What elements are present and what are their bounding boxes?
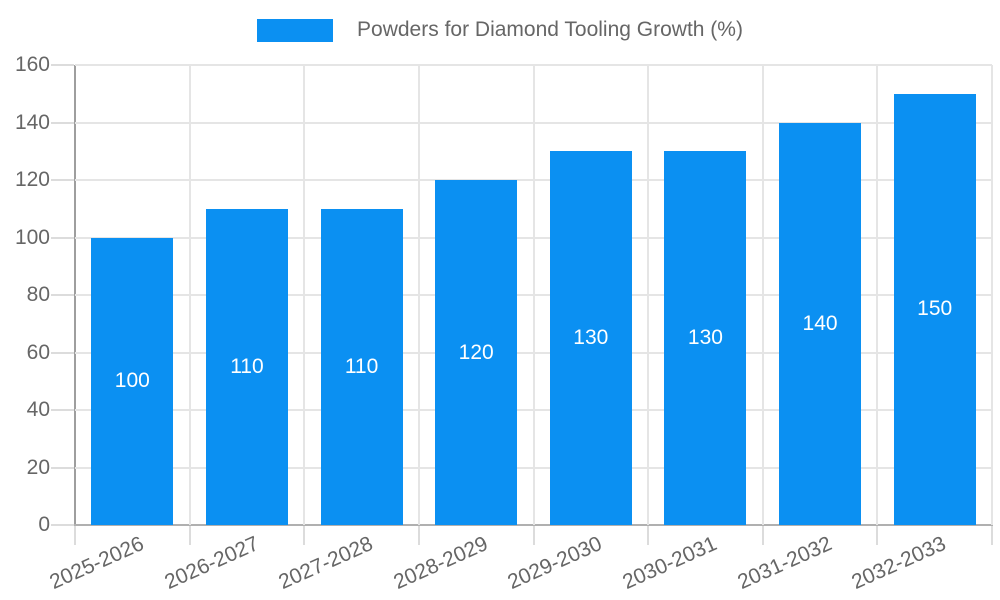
v-gridline xyxy=(761,65,764,525)
v-gridline xyxy=(876,65,879,525)
bar: 110 xyxy=(205,208,288,525)
legend-label[interactable]: Powders for Diamond Tooling Growth (%) xyxy=(357,18,743,41)
y-tick xyxy=(51,409,74,411)
x-tick xyxy=(876,526,879,545)
x-tick xyxy=(991,526,993,545)
legend-swatch[interactable] xyxy=(257,18,334,42)
bar: 100 xyxy=(91,237,174,525)
v-gridline xyxy=(188,65,191,525)
bar: 120 xyxy=(435,180,518,525)
bar: 150 xyxy=(893,93,976,525)
x-tick xyxy=(761,526,764,545)
x-tick-label: 2027-2028 xyxy=(275,532,377,594)
v-gridline xyxy=(417,65,420,525)
x-tick-label: 2032-2033 xyxy=(848,532,950,594)
bar-value-label: 100 xyxy=(114,369,150,393)
y-tick xyxy=(51,179,74,181)
y-tick-label: 60 xyxy=(26,340,50,364)
x-axis-line xyxy=(74,524,993,526)
x-tick xyxy=(188,526,191,545)
x-tick-label: 2025-2026 xyxy=(46,532,148,594)
bar-value-label: 150 xyxy=(917,297,953,321)
bar: 130 xyxy=(549,151,632,525)
x-tick xyxy=(532,526,535,545)
plot-area: 100 110 110 120 130 130 140 150 xyxy=(51,64,993,545)
bar-value-label: 140 xyxy=(802,311,838,335)
x-tick-label: 2026-2027 xyxy=(160,532,262,594)
y-tick-label: 80 xyxy=(26,283,50,306)
y-tick xyxy=(51,121,74,124)
chart-legend[interactable]: Powders for Diamond Tooling Growth (%) xyxy=(0,18,1000,42)
y-tick-label: 20 xyxy=(26,455,50,479)
x-tick-label: 2028-2029 xyxy=(390,532,492,594)
bar-value-label: 130 xyxy=(573,326,609,350)
v-gridline xyxy=(647,65,650,525)
x-tick-label: 2030-2031 xyxy=(619,532,721,594)
v-gridline xyxy=(532,65,535,525)
bar-value-label: 110 xyxy=(230,354,264,378)
bar-value-label: 130 xyxy=(687,326,723,350)
y-tick-label: 160 xyxy=(14,53,50,76)
bar-value-label: 120 xyxy=(458,340,494,364)
v-gridline xyxy=(991,65,993,525)
y-tick-label: 0 xyxy=(38,513,50,536)
y-tick xyxy=(51,351,74,354)
x-tick xyxy=(303,526,306,545)
x-tick xyxy=(417,526,420,545)
v-gridline xyxy=(303,65,306,525)
y-tick-label: 100 xyxy=(14,225,50,249)
y-tick-label: 40 xyxy=(26,398,50,421)
y-tick-label: 140 xyxy=(14,110,50,134)
bar-value-label: 110 xyxy=(344,354,379,378)
y-tick xyxy=(51,466,74,469)
y-axis-line xyxy=(74,65,76,527)
bar: 130 xyxy=(664,151,747,525)
y-tick xyxy=(51,236,74,239)
bar: 110 xyxy=(320,208,403,525)
y-tick xyxy=(51,524,74,526)
y-tick xyxy=(51,294,74,296)
x-tick-label: 2029-2030 xyxy=(504,532,606,594)
x-tick xyxy=(647,526,650,545)
x-tick-label: 2031-2032 xyxy=(733,532,836,594)
bar: 140 xyxy=(779,122,862,525)
y-tick-label: 120 xyxy=(14,168,50,191)
x-tick xyxy=(74,526,76,545)
y-tick xyxy=(51,64,74,66)
